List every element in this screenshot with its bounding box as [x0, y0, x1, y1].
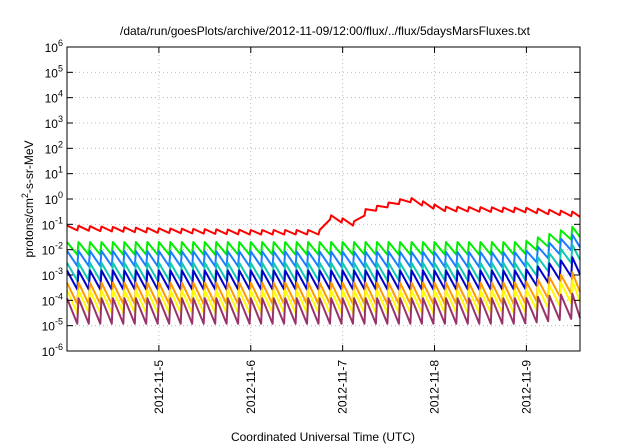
- y-tick-label: 10-2: [42, 241, 63, 258]
- chart-title: /data/run/goesPlots/archive/2012-11-09/1…: [120, 24, 531, 38]
- y-axis-title: protons/cm2-s-sr-MeV: [20, 140, 36, 257]
- y-tick-label: 10-3: [42, 266, 63, 283]
- y-tick-label: 10-4: [42, 291, 63, 308]
- x-tick-label: 2012-11-6: [244, 360, 258, 414]
- y-tick-label: 105: [45, 63, 63, 80]
- x-axis-title: Coordinated Universal Time (UTC): [231, 430, 415, 444]
- x-tick-label: 2012-11-8: [428, 360, 442, 414]
- x-tick-label: 2012-11-5: [152, 360, 166, 414]
- y-tick-label: 104: [45, 89, 63, 106]
- series-line-7: [66, 279, 581, 315]
- y-tick-label: 10-5: [42, 317, 63, 334]
- y-axis-title-main: protons/cm: [22, 198, 36, 257]
- y-tick-label: 106: [45, 38, 63, 55]
- series-line-6: [66, 271, 581, 306]
- x-axis: 2012-11-5 2012-11-6 2012-11-7 2012-11-8 2012…: [152, 47, 533, 414]
- series-line-5: [66, 256, 581, 291]
- y-tick-label: 10-6: [42, 342, 63, 359]
- x-tick-label: 2012-11-9: [519, 360, 533, 414]
- series-line-8: [66, 292, 581, 325]
- y-tick-label: 101: [45, 165, 63, 182]
- y-axis: 10-6 10-5 10-4 10-3 10-2 10-1 100 101 102 103 104 1…: [42, 38, 580, 359]
- y-tick-label: 102: [45, 139, 63, 156]
- y-axis-title-rest: -s-sr-MeV: [22, 140, 36, 193]
- y-tick-label: 10-1: [42, 215, 63, 232]
- x-tick-label: 2012-11-7: [336, 360, 350, 414]
- series-group: [66, 197, 581, 325]
- y-axis-title-sup: 2: [20, 193, 30, 198]
- series-line-3: [66, 233, 581, 269]
- series-line-2: [66, 225, 581, 256]
- y-tick-label: 100: [45, 190, 63, 207]
- series-line-4: [66, 243, 581, 282]
- grid: [67, 47, 580, 351]
- y-tick-label: 103: [45, 114, 63, 131]
- series-line-1: [66, 197, 581, 236]
